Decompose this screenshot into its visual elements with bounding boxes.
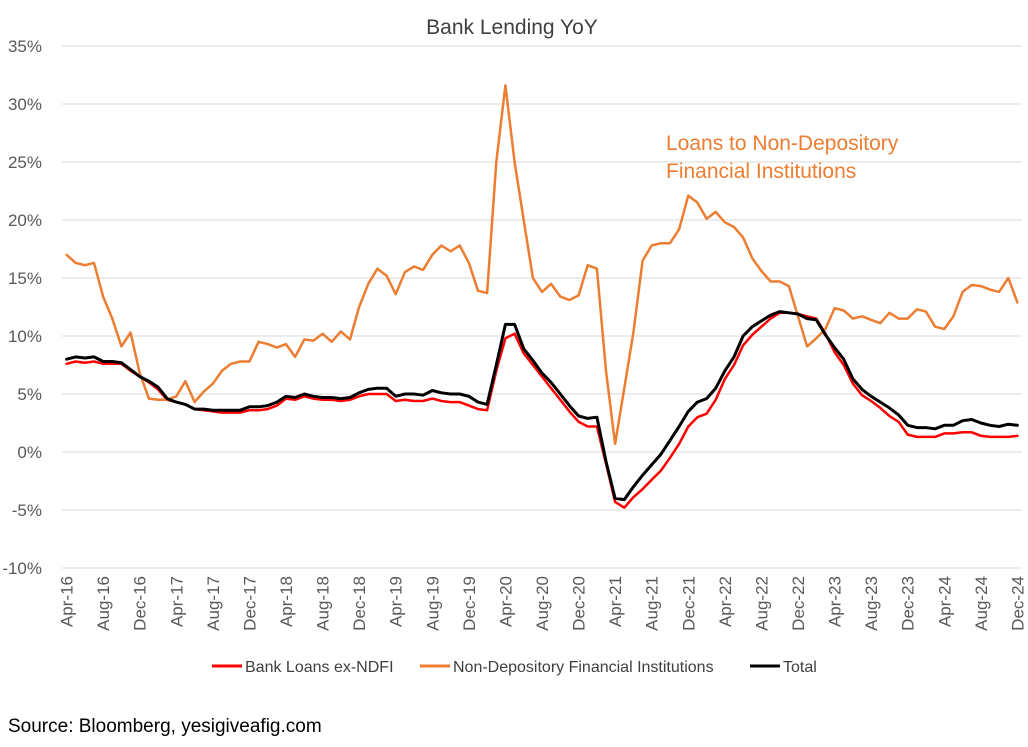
x-tick-label: Dec-19 bbox=[460, 576, 479, 631]
series-line bbox=[65, 84, 1019, 446]
x-tick-label: Dec-17 bbox=[240, 576, 259, 631]
x-tick-label: Dec-21 bbox=[679, 576, 698, 631]
y-tick-label: -5% bbox=[12, 501, 42, 520]
x-tick-label: Aug-21 bbox=[643, 576, 662, 631]
x-tick-label: Apr-18 bbox=[277, 576, 296, 627]
series-line bbox=[65, 311, 1019, 509]
x-tick-label: Dec-16 bbox=[131, 576, 150, 631]
y-tick-label: 10% bbox=[8, 327, 42, 346]
x-tick-label: Aug-24 bbox=[972, 576, 991, 631]
grid-lines bbox=[62, 45, 1022, 569]
annotation-line: Financial Institutions bbox=[666, 160, 856, 183]
series-lines bbox=[65, 84, 1019, 509]
x-tick-label: Apr-22 bbox=[716, 576, 735, 627]
x-tick-label: Dec-20 bbox=[570, 576, 589, 631]
x-tick-label: Aug-18 bbox=[314, 576, 333, 631]
y-tick-label: 20% bbox=[8, 211, 42, 230]
x-tick-label: Aug-19 bbox=[423, 576, 442, 631]
legend-label: Total bbox=[783, 659, 817, 676]
x-tick-label: Dec-24 bbox=[1008, 576, 1027, 631]
legend-label: Bank Loans ex-NDFI bbox=[245, 659, 394, 676]
y-axis-ticks: -10% -5% 0% 5% 10% 15% 20% 25% 30% 35% bbox=[2, 37, 42, 578]
series-line bbox=[65, 310, 1019, 502]
x-tick-label: Apr-16 bbox=[58, 576, 77, 627]
y-tick-label: 15% bbox=[8, 269, 42, 288]
legend: Bank Loans ex-NDFI Non-Depository Financi… bbox=[212, 659, 817, 676]
x-tick-label: Apr-19 bbox=[387, 576, 406, 627]
source-note: Source: Bloomberg, yesigiveafig.com bbox=[8, 716, 322, 737]
x-tick-label: Dec-18 bbox=[350, 576, 369, 631]
series-annotation: Loans to Non-Depository Financial Instit… bbox=[666, 132, 904, 183]
x-tick-label: Apr-24 bbox=[935, 576, 954, 627]
y-tick-label: 35% bbox=[8, 37, 42, 56]
y-tick-label: 5% bbox=[17, 385, 42, 404]
annotation-line: Loans to Non-Depository bbox=[666, 132, 899, 155]
y-tick-label: 30% bbox=[8, 95, 42, 114]
x-tick-label: Aug-23 bbox=[862, 576, 881, 631]
legend-label: Non-Depository Financial Institutions bbox=[453, 659, 714, 676]
x-tick-label: Apr-21 bbox=[606, 576, 625, 627]
x-axis-ticks: Apr-16 Aug-16 Dec-16 Apr-17 Aug-17 Dec-17 Apr-… bbox=[58, 576, 1028, 631]
x-tick-label: Apr-17 bbox=[167, 576, 186, 627]
x-tick-label: Dec-23 bbox=[899, 576, 918, 631]
y-tick-label: 25% bbox=[8, 153, 42, 172]
x-tick-label: Aug-17 bbox=[204, 576, 223, 631]
y-tick-label: -10% bbox=[2, 559, 42, 578]
x-tick-label: Aug-22 bbox=[752, 576, 771, 631]
x-tick-label: Aug-20 bbox=[533, 576, 552, 631]
x-tick-label: Apr-23 bbox=[826, 576, 845, 627]
x-tick-label: Apr-20 bbox=[496, 576, 515, 627]
chart-title: Bank Lending YoY bbox=[426, 16, 598, 39]
x-tick-label: Dec-22 bbox=[789, 576, 808, 631]
y-tick-label: 0% bbox=[17, 443, 42, 462]
x-tick-label: Aug-16 bbox=[94, 576, 113, 631]
